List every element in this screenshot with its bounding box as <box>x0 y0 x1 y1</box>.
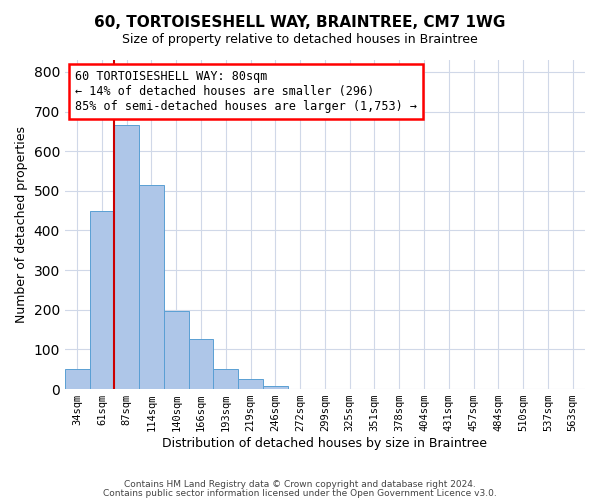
Bar <box>263 386 288 389</box>
Y-axis label: Number of detached properties: Number of detached properties <box>15 126 28 323</box>
Text: 60 TORTOISESHELL WAY: 80sqm
← 14% of detached houses are smaller (296)
85% of se: 60 TORTOISESHELL WAY: 80sqm ← 14% of det… <box>75 70 417 113</box>
Bar <box>214 370 238 389</box>
Text: 60, TORTOISESHELL WAY, BRAINTREE, CM7 1WG: 60, TORTOISESHELL WAY, BRAINTREE, CM7 1W… <box>94 15 506 30</box>
Bar <box>164 311 188 389</box>
X-axis label: Distribution of detached houses by size in Braintree: Distribution of detached houses by size … <box>163 437 487 450</box>
Text: Size of property relative to detached houses in Braintree: Size of property relative to detached ho… <box>122 32 478 46</box>
Bar <box>238 379 263 389</box>
Text: Contains public sector information licensed under the Open Government Licence v3: Contains public sector information licen… <box>103 488 497 498</box>
Bar <box>65 370 89 389</box>
Bar <box>139 185 164 389</box>
Bar <box>188 339 214 389</box>
Bar <box>89 210 115 389</box>
Bar <box>115 126 139 389</box>
Text: Contains HM Land Registry data © Crown copyright and database right 2024.: Contains HM Land Registry data © Crown c… <box>124 480 476 489</box>
